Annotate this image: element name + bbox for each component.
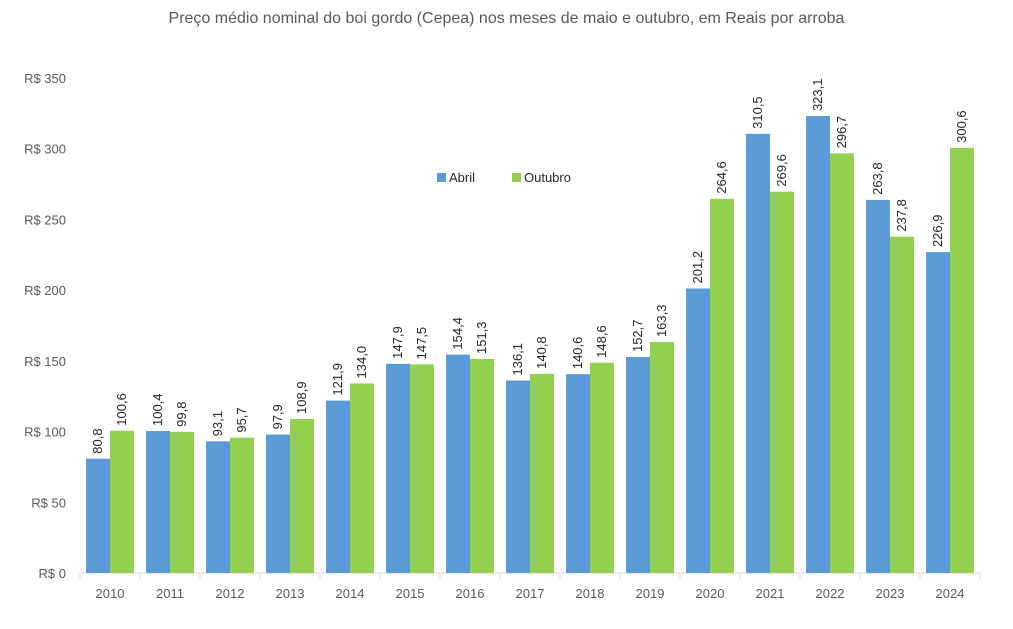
data-label: 300,6	[954, 110, 969, 143]
data-label: 99,8	[174, 402, 189, 427]
legend-swatch-abril	[437, 173, 446, 182]
x-tick-label: 2020	[696, 586, 725, 601]
data-label: 134,0	[354, 346, 369, 379]
x-tick-label: 2018	[576, 586, 605, 601]
x-tick-label: 2012	[216, 586, 245, 601]
bar-abril	[446, 354, 470, 573]
x-tick-label: 2010	[96, 586, 125, 601]
bar-outubro	[290, 418, 314, 573]
data-label: 201,2	[690, 251, 705, 284]
data-label: 148,6	[594, 325, 609, 358]
data-label: 108,9	[294, 381, 309, 414]
data-label: 136,1	[510, 343, 525, 376]
bar-outubro	[350, 383, 374, 573]
bar-abril	[266, 434, 290, 573]
chart-title: Preço médio nominal do boi gordo (Cepea)…	[168, 10, 845, 27]
data-label: 95,7	[234, 407, 249, 432]
bar-outubro	[230, 437, 254, 573]
y-tick-label: R$ 50	[31, 495, 66, 510]
x-tick-label: 2016	[456, 586, 485, 601]
data-label: 147,5	[414, 327, 429, 360]
bar-outubro	[890, 236, 914, 573]
bar-abril	[326, 400, 350, 573]
bar-outubro	[410, 364, 434, 573]
x-tick-label: 2014	[336, 586, 365, 601]
data-label: 140,8	[534, 336, 549, 369]
bar-outubro	[110, 430, 134, 573]
x-tick-label: 2015	[396, 586, 425, 601]
bar-outubro	[170, 431, 194, 573]
data-label: 97,9	[270, 404, 285, 429]
bar-abril	[146, 431, 170, 573]
data-label: 152,7	[630, 319, 645, 352]
bar-abril	[866, 199, 890, 573]
legend-label-outubro: Outubro	[524, 170, 571, 185]
data-label: 100,6	[114, 393, 129, 426]
bar-abril	[746, 133, 770, 573]
bar-outubro	[710, 198, 734, 573]
data-label: 121,9	[330, 363, 345, 396]
bar-outubro	[950, 147, 974, 573]
bar-outubro	[830, 153, 854, 574]
y-tick-label: R$ 0	[39, 566, 66, 581]
y-tick-label: R$ 250	[24, 212, 66, 227]
bar-outubro	[770, 191, 794, 574]
bar-abril	[626, 357, 650, 573]
bar-abril	[206, 441, 230, 573]
bar-abril	[806, 116, 830, 574]
x-tick-label: 2019	[636, 586, 665, 601]
data-label: 226,9	[930, 215, 945, 248]
x-tick-label: 2021	[756, 586, 785, 601]
y-tick-label: R$ 150	[24, 354, 66, 369]
bar-outubro	[470, 359, 494, 573]
data-label: 151,3	[474, 321, 489, 354]
bar-abril	[386, 363, 410, 573]
data-label: 140,6	[570, 337, 585, 370]
y-tick-label: R$ 100	[24, 425, 66, 440]
x-tick-label: 2011	[156, 586, 184, 601]
x-tick-label: 2023	[876, 586, 905, 601]
bar-abril	[506, 380, 530, 573]
data-label: 269,6	[774, 154, 789, 187]
data-label: 296,7	[834, 116, 849, 149]
bar-outubro	[590, 362, 614, 573]
x-tick-label: 2013	[276, 586, 305, 601]
data-label: 263,8	[870, 162, 885, 195]
data-label: 237,8	[894, 199, 909, 232]
data-label: 264,6	[714, 161, 729, 194]
y-tick-label: R$ 300	[24, 142, 66, 157]
legend-swatch-outubro	[512, 173, 521, 182]
data-label: 163,3	[654, 305, 669, 338]
data-label: 93,1	[210, 411, 225, 436]
x-tick-label: 2024	[936, 586, 965, 601]
data-label: 80,8	[90, 428, 105, 453]
legend-label-abril: Abril	[449, 170, 475, 185]
bar-abril	[86, 458, 110, 573]
data-label: 154,4	[450, 317, 465, 350]
data-label: 147,9	[390, 326, 405, 359]
y-tick-label: R$ 200	[24, 283, 66, 298]
y-tick-label: R$ 350	[24, 71, 66, 86]
bar-abril	[566, 374, 590, 573]
x-tick-label: 2017	[516, 586, 545, 601]
x-tick-label: 2022	[816, 586, 845, 601]
data-label: 310,5	[750, 96, 765, 129]
bar-abril	[926, 252, 950, 573]
data-label: 323,1	[810, 78, 825, 111]
data-label: 100,4	[150, 393, 165, 426]
bar-outubro	[530, 373, 554, 573]
bar-outubro	[650, 342, 674, 573]
bar-abril	[686, 288, 710, 573]
